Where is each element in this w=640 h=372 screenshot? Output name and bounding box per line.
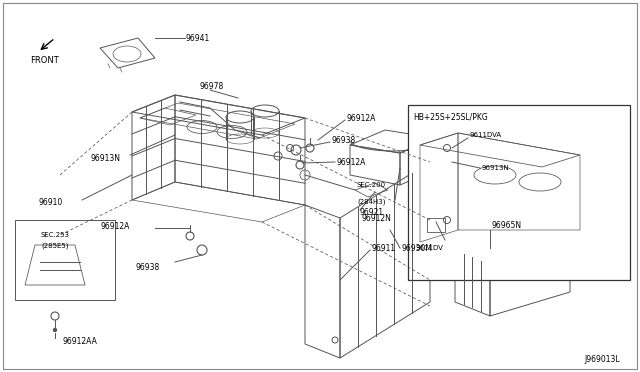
Text: 96912A: 96912A: [100, 221, 129, 231]
Text: 96910: 96910: [38, 198, 62, 206]
Text: 96941: 96941: [186, 33, 211, 42]
Text: 96921: 96921: [360, 208, 384, 217]
Text: SEC.200: SEC.200: [357, 182, 386, 188]
Text: SEC.253: SEC.253: [40, 232, 70, 238]
Text: 96911: 96911: [372, 244, 396, 253]
Text: 9611DVA: 9611DVA: [470, 132, 502, 138]
Bar: [427, 218, 445, 232]
Text: 96930M: 96930M: [402, 244, 433, 253]
Ellipse shape: [54, 328, 56, 331]
Text: 96978: 96978: [200, 81, 224, 90]
Text: HB+25S+25SL/PKG: HB+25S+25SL/PKG: [413, 112, 488, 122]
Text: (284H3): (284H3): [357, 198, 385, 205]
Text: 96912N: 96912N: [362, 214, 392, 222]
Text: 96913N: 96913N: [482, 165, 509, 171]
Text: 96913N: 96913N: [90, 154, 120, 163]
Text: 96938: 96938: [135, 263, 159, 273]
Text: (285E5): (285E5): [41, 243, 68, 249]
Text: 96938: 96938: [332, 135, 356, 144]
Bar: [408, 105, 630, 280]
Text: 96912A: 96912A: [337, 157, 366, 167]
Text: 96965N: 96965N: [492, 221, 522, 230]
Text: 9611DV: 9611DV: [416, 245, 444, 251]
Text: J969013L: J969013L: [584, 356, 620, 365]
Text: 96912AA: 96912AA: [62, 337, 97, 346]
Bar: [15, 220, 115, 300]
Text: FRONT: FRONT: [29, 56, 58, 65]
Text: 96912A: 96912A: [347, 113, 376, 122]
